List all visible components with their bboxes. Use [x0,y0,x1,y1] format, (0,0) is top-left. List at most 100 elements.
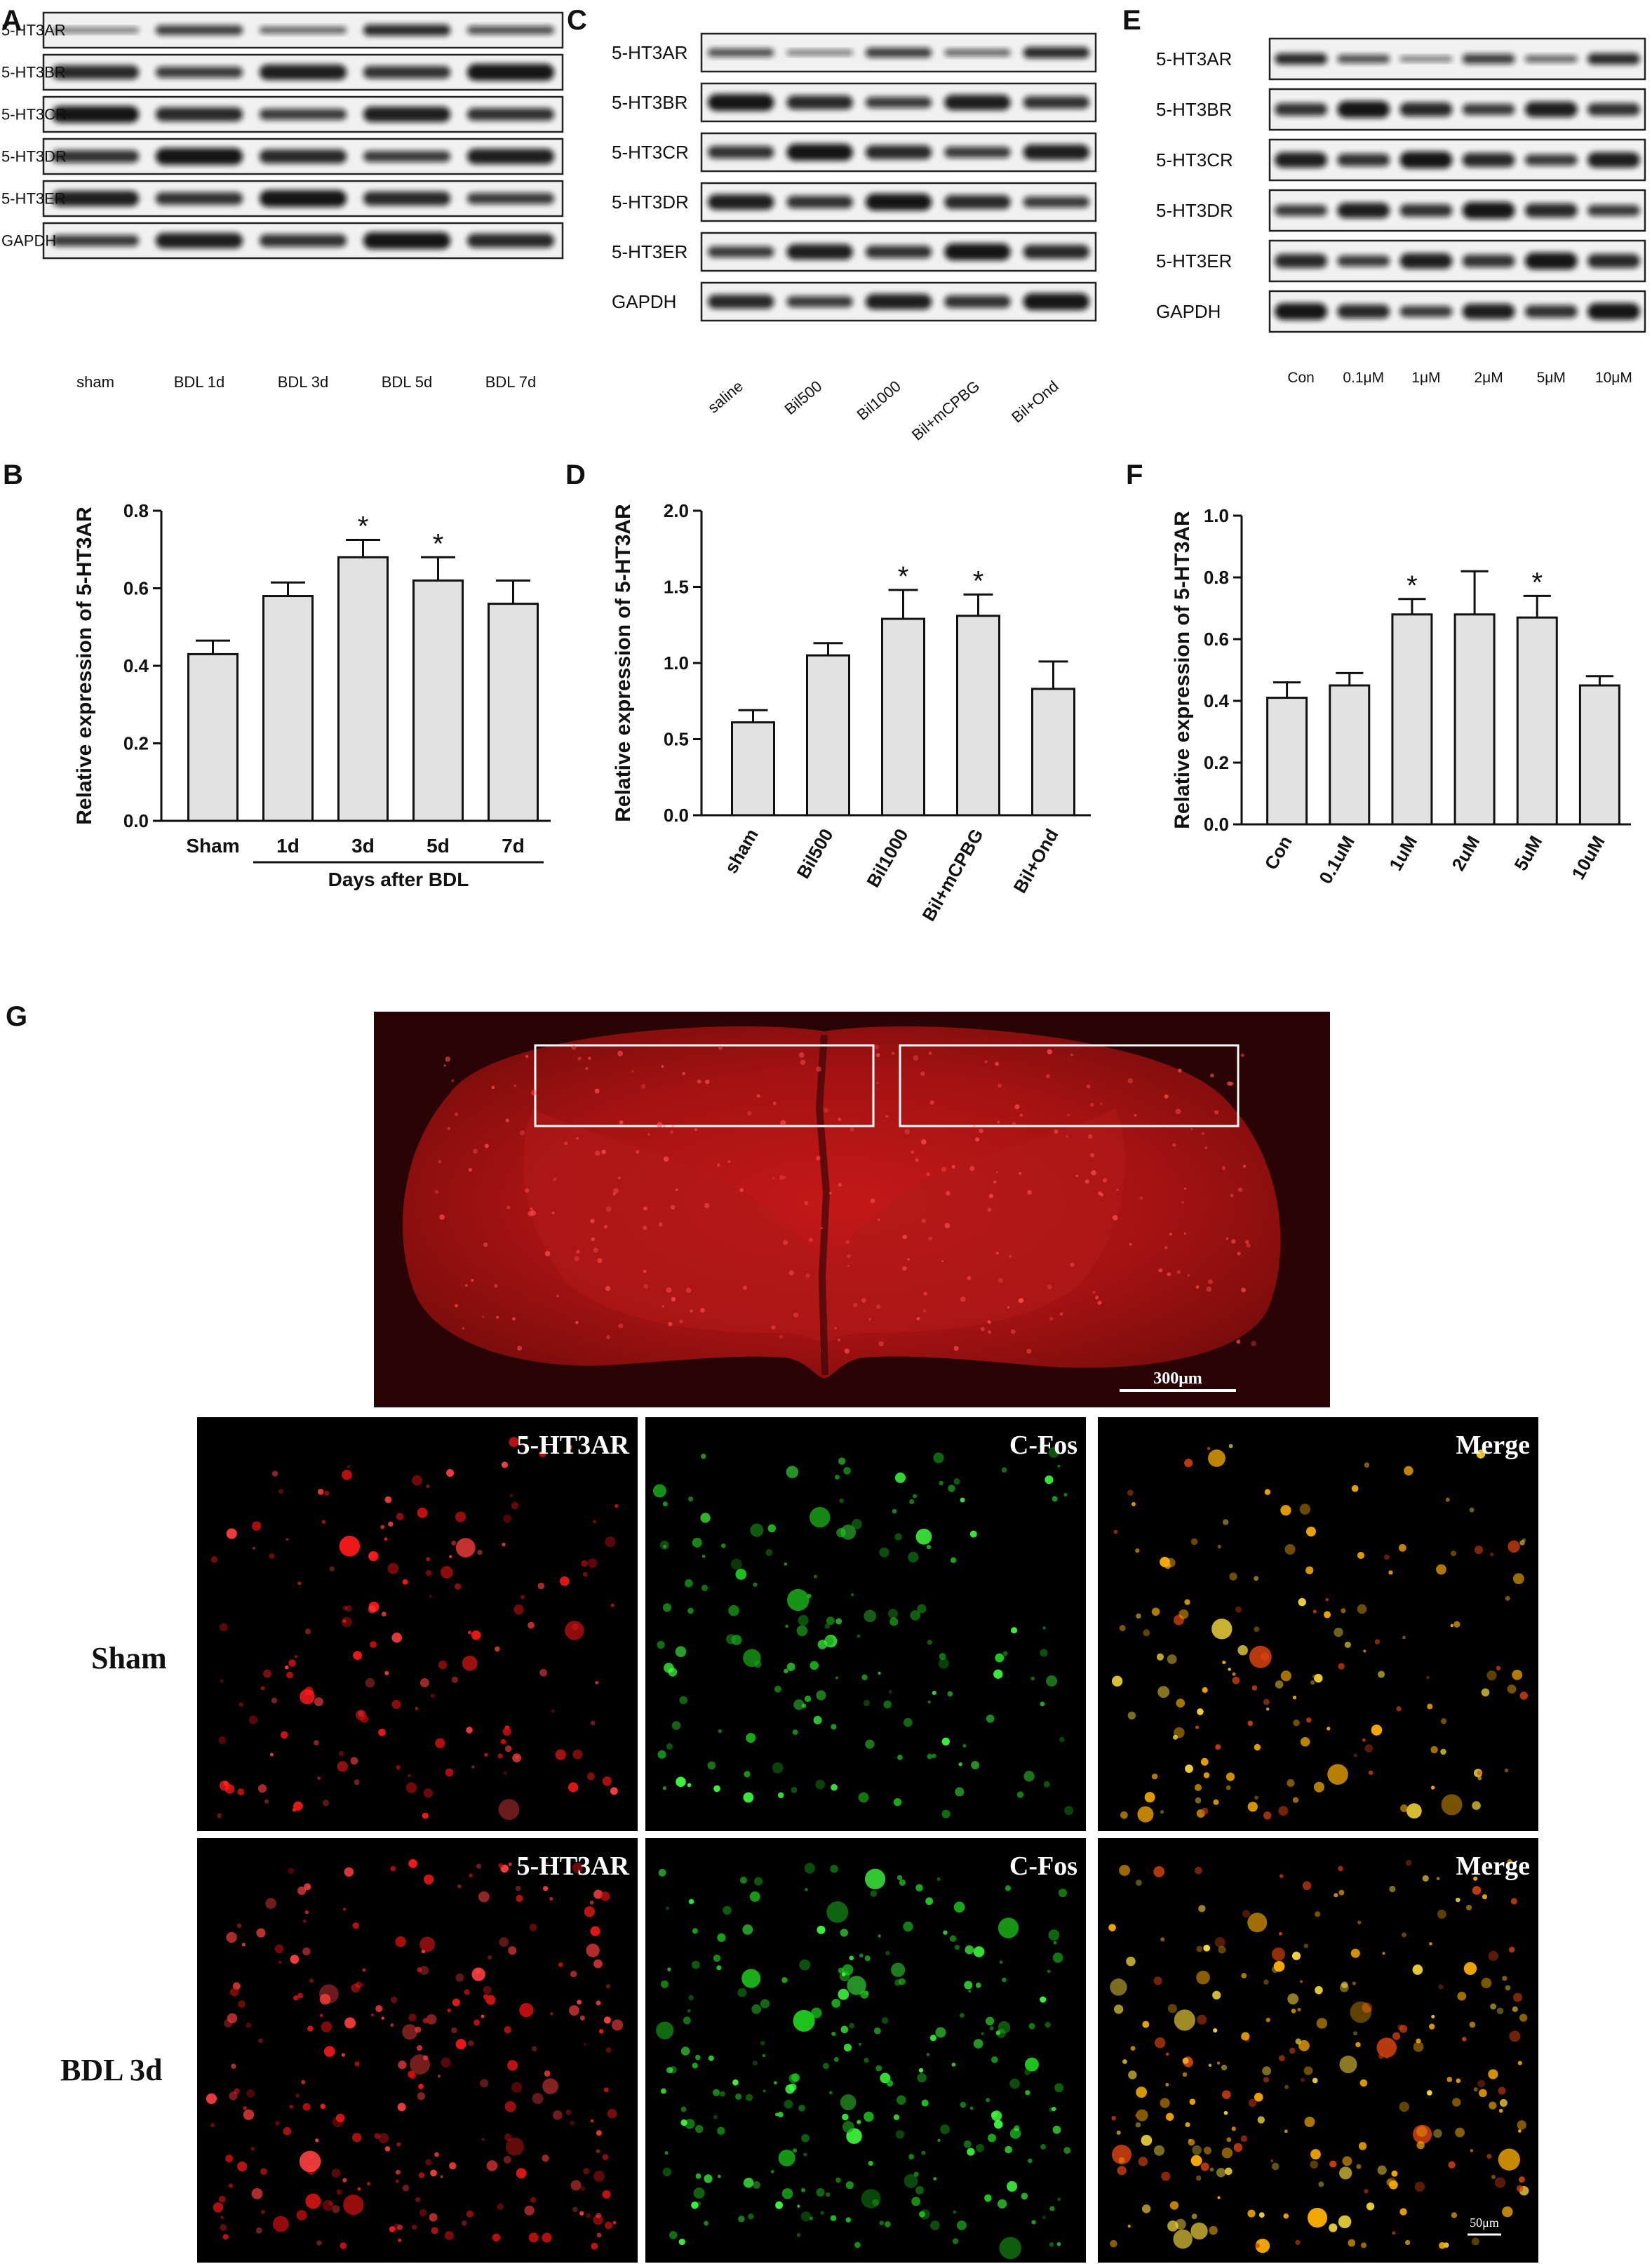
cell [1310,1680,1315,1685]
cell [380,1525,385,1529]
cell [676,1776,686,1788]
cell [857,1634,861,1638]
cell-dot [576,1137,579,1140]
cell [227,2013,238,2023]
cell [1192,2145,1202,2155]
blot-band [1337,304,1390,319]
cell [1054,2083,1064,2093]
cell [1338,1889,1345,1896]
cell-dot [643,1269,647,1273]
cell [589,1900,594,1905]
cell [258,2038,263,2043]
cell-dot [845,1240,850,1245]
cell [397,2103,406,2112]
cell [777,2111,784,2118]
cell [1430,1746,1438,1754]
cell [502,1542,506,1547]
cell-dot [1019,1113,1023,1117]
cell [1005,1885,1012,1891]
cell [1215,1744,1221,1750]
cell [543,1886,549,1891]
cell [912,1494,917,1499]
cell [339,1536,361,1557]
category-label: Bil1000 [862,825,913,891]
cell [1504,1768,1509,1773]
cell-dot [875,1304,881,1309]
cell [1416,2126,1428,2137]
cell [708,2055,714,2061]
blot-band [1023,196,1090,208]
cell [1287,1993,1299,2005]
cell [1127,1711,1136,1720]
cell [1505,1985,1511,1991]
blot-band [363,151,451,162]
cell-dot [666,1287,672,1293]
cell [1002,1977,1007,1983]
cell-dot [590,1219,595,1224]
cell [466,2210,474,2218]
cell [1216,2168,1226,2178]
cell [1518,2176,1525,2183]
cell [1477,1770,1482,1776]
cell [1477,1776,1482,1781]
cell [735,2093,742,2100]
cell [803,2152,807,2157]
cell [1233,2143,1243,2152]
cell [426,1484,430,1488]
cell [685,2119,695,2129]
grey-matter [523,1108,1125,1344]
cell [539,1450,546,1458]
cell [600,1891,610,1901]
cell [1357,1604,1367,1614]
cell [591,2242,598,2250]
cell [596,2232,602,2238]
cell-dot [1208,1279,1213,1285]
cell-dot [619,1120,624,1125]
cell [607,2108,617,2119]
blot-row-label: 5-HT3AR [1156,48,1232,69]
cell [419,1678,429,1688]
cell-dot [920,1139,927,1145]
cell [1392,2032,1401,2040]
cell [748,2213,754,2220]
cell [590,1926,600,1936]
cell [1175,2218,1186,2230]
cell [868,2160,873,2166]
cell [558,1962,563,1967]
cell [762,2054,765,2058]
cell-dot [838,1118,841,1121]
cell [778,2149,795,2166]
cell [1136,2087,1148,2098]
cell [996,2028,1006,2039]
cell [336,2189,342,2195]
blot-row-label: 5-HT3CR [1156,149,1233,170]
cell [662,1501,668,1507]
blot-band [786,296,853,307]
blot-row-label: 5-HT3AR [1,22,66,39]
cell [504,1745,512,1753]
cell [1209,2225,1218,2235]
cell [964,1981,973,1990]
cell [264,1799,269,1804]
cell [1384,1554,1390,1560]
cell-dot [577,1057,582,1061]
blot-band [786,95,853,109]
cell [370,2013,374,2017]
cell [481,2014,485,2018]
cell [1519,2014,1528,2022]
cell [1291,2008,1296,2014]
cell-dot [1047,1049,1052,1054]
cell-dot [820,1226,823,1229]
cell [269,1553,275,1559]
cell [1223,2110,1228,2115]
cell [1522,1538,1526,1542]
cell [251,2188,263,2199]
cell [419,1936,435,1952]
cell [342,1908,346,1911]
cell [484,1753,488,1757]
cell [660,1980,669,1988]
cell [319,2014,323,2017]
cell [391,1699,401,1709]
